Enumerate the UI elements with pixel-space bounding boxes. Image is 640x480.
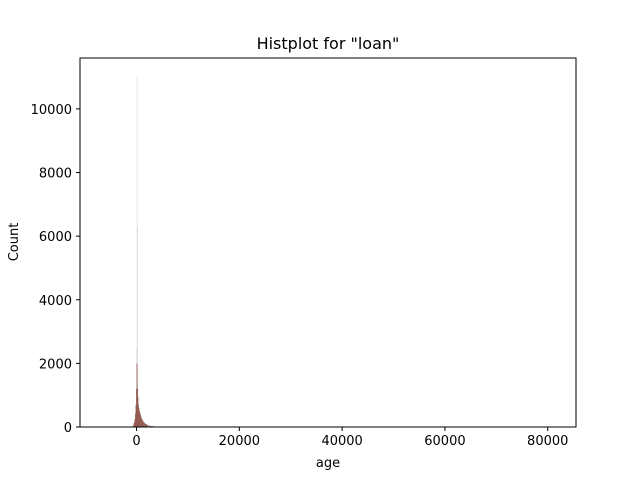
histogram-bar-series-1-bin-24 <box>145 423 147 427</box>
histogram-bar-series-0-bin-3 <box>136 226 138 427</box>
histogram-bar-series-1-bin-18 <box>142 420 144 427</box>
histogram-bar-series-1-bin-14 <box>140 414 142 427</box>
histogram-bar-series-1-bin-20 <box>143 421 145 427</box>
y-axis-ticks: 0 2000 4000 6000 8000 10000 <box>31 103 80 436</box>
y-tick-label-3: 6000 <box>39 230 72 245</box>
histogram-bar-series-1-bin-11 <box>138 407 140 427</box>
histogram-bar-series-1-bin-1 <box>133 423 135 427</box>
histogram-bar-series-1-bin-9 <box>137 396 139 427</box>
histogram-bar-series-1-bin-0 <box>132 425 134 427</box>
histogram-bar-series-0-bin-2 <box>136 77 138 427</box>
histogram-bar-series-1-bin-16 <box>141 418 143 427</box>
histogram-bar-series-1-bin-31 <box>150 425 152 427</box>
histogram-bar-series-1-bin-6 <box>136 388 137 427</box>
histogram-bar-series-1-bin-13 <box>139 412 141 427</box>
chart-title: Histplot for "loan" <box>257 34 400 53</box>
histogram-bar-series-1-bin-3 <box>134 419 136 427</box>
histogram-bar-series-1-bin-19 <box>142 421 144 427</box>
histogram-bar-series-1-bin-10 <box>138 404 139 427</box>
histogram-bar-series-1-bin-17 <box>141 419 143 427</box>
histogram-bar-series-1-bin-27 <box>146 424 148 427</box>
y-tick-label-5: 10000 <box>31 103 72 118</box>
histogram-bar-series-1-bin-15 <box>140 416 142 427</box>
histogram-bar-series-1-bin-21 <box>143 422 145 427</box>
x-tick-label-0: 0 <box>132 434 140 449</box>
histogram-bar-series-1-bin-26 <box>146 424 148 427</box>
x-axis-ticks: 0 20000 40000 60000 80000 <box>132 427 568 449</box>
histogram-bar-series-1-bin-4 <box>134 413 136 427</box>
histogram-bar-series-1-bin-30 <box>149 425 151 427</box>
x-tick-label-2: 40000 <box>321 434 362 449</box>
y-axis-label: Count <box>7 223 22 262</box>
histogram-bar-series-1-bin-2 <box>133 421 135 427</box>
histogram-bar-series-1-bin-12 <box>139 411 141 427</box>
histogram-bar-series-1-bin-7 <box>136 363 138 427</box>
histogram-bar-series-1-bin-29 <box>148 425 150 427</box>
x-tick-label-4: 80000 <box>527 434 568 449</box>
y-tick-label-4: 8000 <box>39 167 72 182</box>
y-tick-label-1: 2000 <box>39 357 72 372</box>
x-tick-label-3: 60000 <box>424 434 465 449</box>
histogram-bar-series-1-bin-5 <box>135 404 137 427</box>
plot-frame <box>79 57 577 428</box>
y-tick-label-2: 4000 <box>39 294 72 309</box>
y-tick-label-0: 0 <box>64 421 72 436</box>
histogram-bar-series-1-bin-23 <box>144 423 146 427</box>
histogram-bar-series-1-bin-22 <box>144 423 146 427</box>
histogram-bars <box>132 77 166 427</box>
histogram-bar-series-1-bin-25 <box>145 424 147 427</box>
x-tick-label-1: 20000 <box>219 434 260 449</box>
histogram-bar-series-1-bin-28 <box>147 425 149 427</box>
x-axis-label: age <box>316 456 340 471</box>
histogram-bar-series-1-bin-8 <box>137 388 138 427</box>
